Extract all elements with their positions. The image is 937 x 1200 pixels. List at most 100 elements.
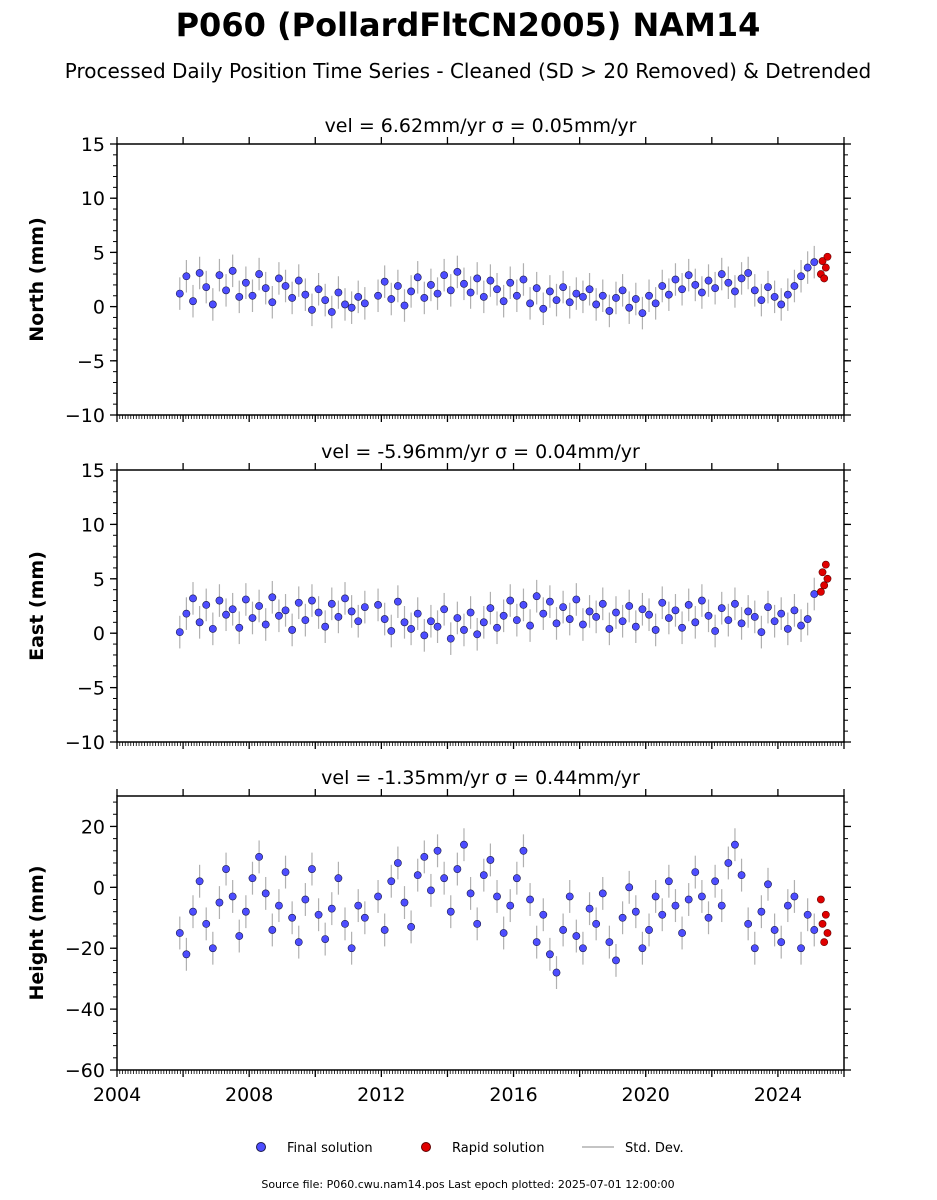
east-final-point <box>612 608 620 617</box>
east-final-point <box>618 617 627 626</box>
east-final-point <box>731 599 739 608</box>
north-final-point <box>684 271 693 280</box>
east-final-point <box>572 595 581 604</box>
east-final-point <box>175 628 184 637</box>
east-final-point <box>248 614 257 622</box>
east-final-point <box>691 618 700 627</box>
east-final-point <box>413 609 422 618</box>
north-final-point <box>380 277 389 286</box>
north-final-point <box>638 309 647 318</box>
north-rapid-point <box>821 263 830 272</box>
height-y-tick-label: 0 <box>93 877 105 899</box>
north-final-point <box>539 304 548 313</box>
height-x-tick-label: 2024 <box>754 1084 802 1106</box>
north-panel: vel = 6.62mm/yr σ = 0.05mm/yr North (mm) −… <box>26 115 851 427</box>
height-final-point <box>539 910 548 919</box>
north-final-point <box>241 278 250 287</box>
north-final-point <box>552 296 561 304</box>
height-final-point <box>420 852 429 861</box>
east-final-point <box>301 616 310 625</box>
east-rapid-point <box>820 581 829 590</box>
north-final-point <box>698 288 706 297</box>
height-final-point <box>598 889 607 898</box>
height-final-point <box>631 907 640 916</box>
north-final-point <box>453 268 462 276</box>
height-final-point <box>605 938 614 947</box>
east-final-point <box>757 628 766 637</box>
height-final-point <box>393 859 402 867</box>
east-final-point <box>506 596 515 605</box>
height-final-point <box>473 919 482 928</box>
east-y-axis-label: East (mm) <box>26 551 48 661</box>
north-final-point <box>526 299 534 308</box>
north-final-point <box>783 290 792 299</box>
east-final-point <box>737 619 746 628</box>
north-final-point <box>301 290 310 299</box>
legend: Final solution Rapid solution Std. Dev. <box>256 1141 684 1156</box>
east-final-point <box>605 624 614 633</box>
north-y-axis-label: North (mm) <box>26 217 48 342</box>
east-final-point <box>678 623 686 632</box>
height-rapid-point <box>816 895 825 904</box>
east-final-point <box>493 623 501 632</box>
east-final-point <box>473 630 482 639</box>
legend-rapid-label: Rapid solution <box>452 1141 544 1156</box>
east-final-point <box>519 601 528 609</box>
height-final-point <box>731 840 739 849</box>
east-final-point <box>281 606 290 615</box>
east-final-point <box>275 611 283 620</box>
north-final-point <box>479 292 488 301</box>
north-final-point <box>579 292 587 301</box>
north-final-point <box>724 278 733 287</box>
east-rapid-point <box>816 587 825 596</box>
height-x-tick-label: 2008 <box>225 1084 273 1106</box>
east-final-point <box>427 617 435 626</box>
height-final-point <box>783 901 792 910</box>
height-final-point <box>427 886 435 895</box>
north-final-point <box>499 297 508 306</box>
north-final-point <box>308 305 316 314</box>
height-final-point <box>499 929 508 937</box>
east-final-point <box>314 608 323 617</box>
north-final-point <box>261 284 270 293</box>
east-final-point <box>479 618 488 627</box>
north-final-point <box>215 271 224 280</box>
north-final-point <box>565 298 574 307</box>
north-rapid-point <box>820 274 829 283</box>
height-final-point <box>460 840 468 849</box>
east-final-point <box>790 606 799 615</box>
height-final-point <box>512 874 521 883</box>
height-panel: vel = -1.35mm/yr σ = 0.44mm/yr Height (mm… <box>26 767 851 1106</box>
north-final-point <box>288 294 297 302</box>
north-panel-title: vel = 6.62mm/yr σ = 0.05mm/yr <box>325 115 637 137</box>
east-final-point <box>744 607 753 616</box>
height-final-point <box>770 926 779 934</box>
north-final-point <box>717 270 726 278</box>
east-final-point <box>777 609 786 618</box>
north-final-point <box>618 286 627 295</box>
north-final-point <box>413 273 422 282</box>
height-final-point <box>678 929 686 937</box>
height-final-point <box>592 919 601 928</box>
east-final-point <box>235 623 244 632</box>
height-final-point <box>684 895 693 904</box>
height-final-point <box>182 950 191 959</box>
height-final-point <box>228 892 237 901</box>
north-final-point <box>559 283 568 291</box>
east-final-point <box>750 612 759 621</box>
east-final-point <box>645 610 653 619</box>
height-y-tick-label: −40 <box>65 999 105 1021</box>
north-final-point <box>189 297 197 306</box>
height-rapid-point <box>820 938 829 947</box>
north-final-point <box>506 278 515 287</box>
east-final-point <box>545 597 554 606</box>
east-final-point <box>585 607 594 616</box>
north-final-point <box>592 300 601 309</box>
east-final-point <box>526 621 534 630</box>
height-final-point <box>704 913 713 922</box>
north-final-point <box>387 295 396 303</box>
height-final-point <box>347 944 356 953</box>
east-rapid-point <box>823 574 832 583</box>
height-final-point <box>466 889 475 898</box>
height-final-point <box>400 898 409 907</box>
